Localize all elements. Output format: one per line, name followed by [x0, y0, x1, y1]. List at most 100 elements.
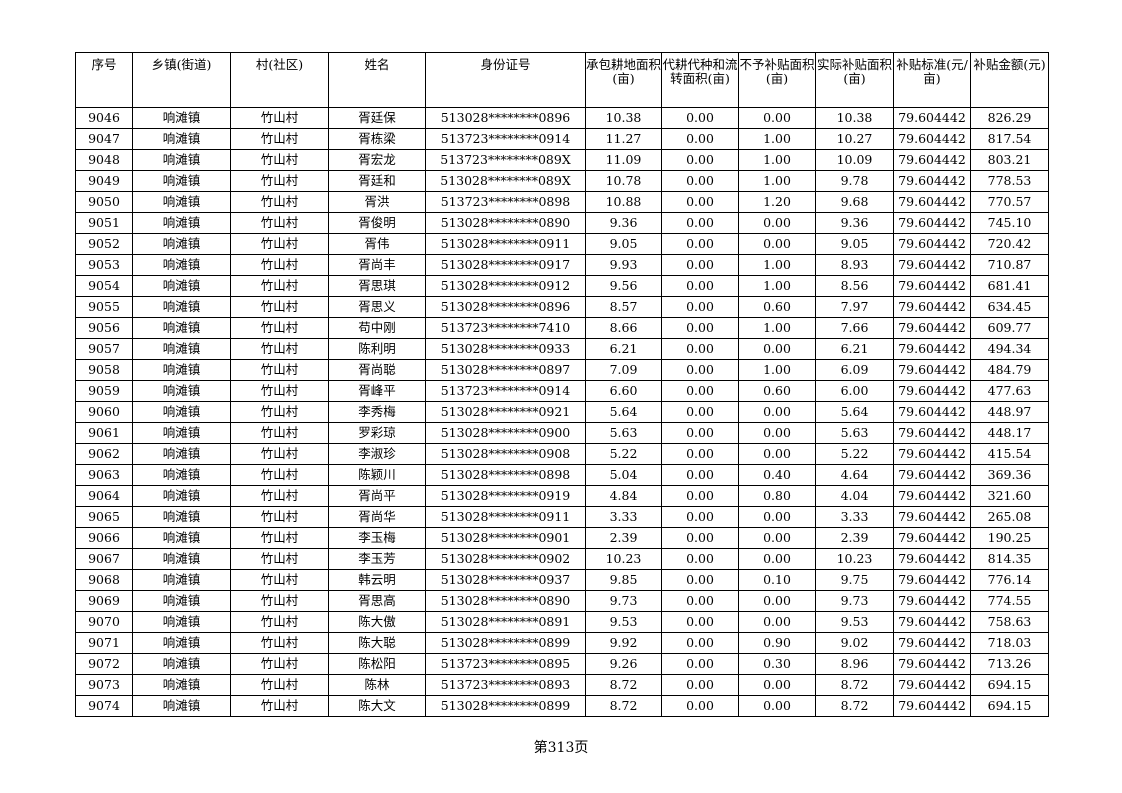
- column-header-contract-area: 承包耕地面积(亩): [585, 52, 662, 108]
- cell-town: 响滩镇: [132, 191, 231, 213]
- cell-subsidy-rate: 79.604442: [893, 212, 971, 234]
- cell-village: 竹山村: [230, 212, 329, 234]
- cell-village: 竹山村: [230, 548, 329, 570]
- cell-subsidy-amount: 477.63: [970, 380, 1049, 402]
- cell-subsidy-amount: 710.87: [970, 254, 1049, 276]
- table-row: 9064 响滩镇 竹山村 胥尚平 513028********0919 4.84 0.00 0…: [75, 485, 1049, 507]
- cell-name: 苟中刚: [328, 317, 426, 339]
- cell-contract-area: 9.26: [585, 653, 662, 675]
- column-header-subsidy-amount: 补贴金额(元): [970, 52, 1049, 108]
- cell-town: 响滩镇: [132, 527, 231, 549]
- cell-town: 响滩镇: [132, 590, 231, 612]
- cell-transfer-area: 0.00: [661, 296, 739, 318]
- cell-subsidy-rate: 79.604442: [893, 548, 971, 570]
- cell-subsidy-rate: 79.604442: [893, 170, 971, 192]
- cell-village: 竹山村: [230, 149, 329, 171]
- cell-village: 竹山村: [230, 590, 329, 612]
- column-header-actual-area: 实际补贴面积(亩): [815, 52, 894, 108]
- cell-id-number: 513028********0896: [425, 107, 586, 129]
- cell-village: 竹山村: [230, 527, 329, 549]
- cell-contract-area: 9.56: [585, 275, 662, 297]
- table-row: 9052 响滩镇 竹山村 胥伟 513028********0911 9.05 0.00 0.…: [75, 233, 1049, 255]
- cell-actual-area: 4.64: [815, 464, 894, 486]
- cell-town: 响滩镇: [132, 317, 231, 339]
- cell-actual-area: 9.73: [815, 590, 894, 612]
- cell-village: 竹山村: [230, 422, 329, 444]
- cell-village: 竹山村: [230, 401, 329, 423]
- cell-name: 陈大聪: [328, 632, 426, 654]
- cell-actual-area: 4.04: [815, 485, 894, 507]
- cell-actual-area: 7.97: [815, 296, 894, 318]
- cell-town: 响滩镇: [132, 653, 231, 675]
- cell-name: 胥宏龙: [328, 149, 426, 171]
- table-row: 9050 响滩镇 竹山村 胥洪 513723********0898 10.88 0.00 1…: [75, 191, 1049, 213]
- cell-id-number: 513028********0921: [425, 401, 586, 423]
- cell-subsidy-rate: 79.604442: [893, 674, 971, 696]
- cell-id-number: 513028********0891: [425, 611, 586, 633]
- cell-actual-area: 5.64: [815, 401, 894, 423]
- cell-id-number: 513028********0912: [425, 275, 586, 297]
- table-row: 9056 响滩镇 竹山村 苟中刚 513723********7410 8.66 0.00 1…: [75, 317, 1049, 339]
- cell-excluded-area: 0.00: [738, 233, 816, 255]
- cell-village: 竹山村: [230, 632, 329, 654]
- cell-excluded-area: 1.00: [738, 275, 816, 297]
- cell-id-number: 513028********0919: [425, 485, 586, 507]
- cell-subsidy-rate: 79.604442: [893, 296, 971, 318]
- cell-name: 胥尚丰: [328, 254, 426, 276]
- cell-contract-area: 8.72: [585, 674, 662, 696]
- cell-actual-area: 9.05: [815, 233, 894, 255]
- cell-serial: 9055: [75, 296, 133, 318]
- cell-subsidy-rate: 79.604442: [893, 107, 971, 129]
- table-row: 9072 响滩镇 竹山村 陈松阳 513723********0895 9.26 0.00 0…: [75, 653, 1049, 675]
- cell-excluded-area: 0.00: [738, 611, 816, 633]
- cell-serial: 9063: [75, 464, 133, 486]
- cell-transfer-area: 0.00: [661, 632, 739, 654]
- cell-contract-area: 10.78: [585, 170, 662, 192]
- cell-contract-area: 10.23: [585, 548, 662, 570]
- cell-serial: 9072: [75, 653, 133, 675]
- cell-contract-area: 10.88: [585, 191, 662, 213]
- cell-town: 响滩镇: [132, 380, 231, 402]
- cell-subsidy-rate: 79.604442: [893, 464, 971, 486]
- page-number: 第313页: [533, 740, 589, 756]
- cell-name: 陈松阳: [328, 653, 426, 675]
- cell-subsidy-rate: 79.604442: [893, 611, 971, 633]
- cell-serial: 9074: [75, 695, 133, 717]
- table-row: 9062 响滩镇 竹山村 李淑珍 513028********0908 5.22 0.00 0…: [75, 443, 1049, 465]
- cell-subsidy-rate: 79.604442: [893, 191, 971, 213]
- cell-town: 响滩镇: [132, 401, 231, 423]
- cell-serial: 9054: [75, 275, 133, 297]
- cell-id-number: 513028********0890: [425, 212, 586, 234]
- cell-transfer-area: 0.00: [661, 506, 739, 528]
- table-row: 9046 响滩镇 竹山村 胥廷保 513028********0896 10.38 0.00…: [75, 107, 1049, 129]
- cell-serial: 9056: [75, 317, 133, 339]
- cell-transfer-area: 0.00: [661, 527, 739, 549]
- cell-contract-area: 2.39: [585, 527, 662, 549]
- cell-subsidy-amount: 826.29: [970, 107, 1049, 129]
- cell-town: 响滩镇: [132, 632, 231, 654]
- cell-subsidy-rate: 79.604442: [893, 506, 971, 528]
- cell-village: 竹山村: [230, 338, 329, 360]
- cell-village: 竹山村: [230, 611, 329, 633]
- table-row: 9070 响滩镇 竹山村 陈大傲 513028********0891 9.53 0.00 0…: [75, 611, 1049, 633]
- cell-id-number: 513028********0897: [425, 359, 586, 381]
- table-row: 9051 响滩镇 竹山村 胥俊明 513028********0890 9.36 0.00 0…: [75, 212, 1049, 234]
- cell-subsidy-rate: 79.604442: [893, 275, 971, 297]
- cell-subsidy-rate: 79.604442: [893, 149, 971, 171]
- cell-village: 竹山村: [230, 653, 329, 675]
- cell-transfer-area: 0.00: [661, 653, 739, 675]
- cell-name: 胥洪: [328, 191, 426, 213]
- cell-excluded-area: 0.00: [738, 590, 816, 612]
- cell-subsidy-amount: 803.21: [970, 149, 1049, 171]
- cell-transfer-area: 0.00: [661, 380, 739, 402]
- cell-transfer-area: 0.00: [661, 695, 739, 717]
- cell-transfer-area: 0.00: [661, 401, 739, 423]
- cell-contract-area: 8.66: [585, 317, 662, 339]
- cell-town: 响滩镇: [132, 233, 231, 255]
- table-row: 9073 响滩镇 竹山村 陈林 513723********0893 8.72 0.00 0.…: [75, 674, 1049, 696]
- cell-subsidy-amount: 190.25: [970, 527, 1049, 549]
- cell-excluded-area: 0.60: [738, 380, 816, 402]
- cell-excluded-area: 0.00: [738, 674, 816, 696]
- cell-subsidy-amount: 484.79: [970, 359, 1049, 381]
- cell-subsidy-rate: 79.604442: [893, 527, 971, 549]
